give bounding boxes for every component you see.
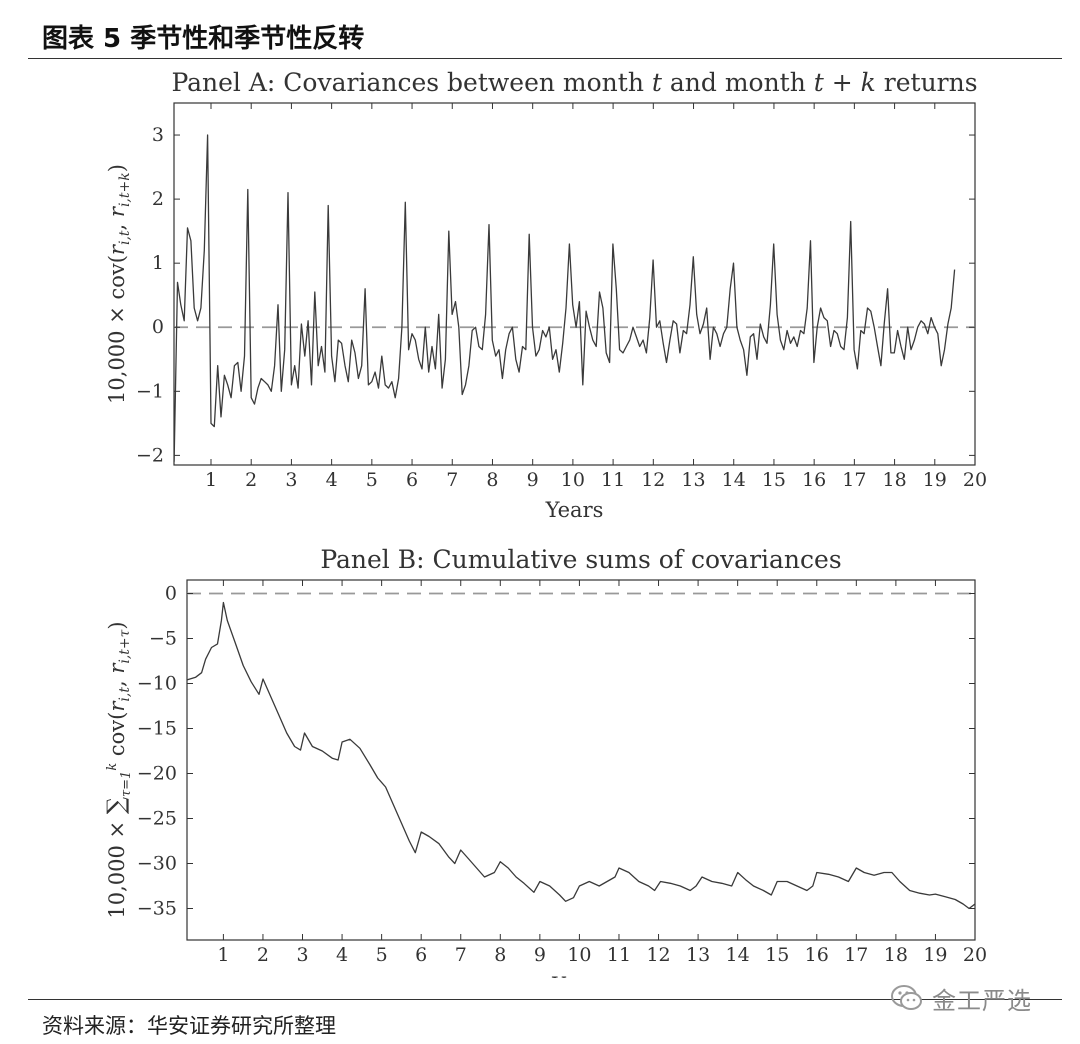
panel-b-y-tick-label: −10 [137,673,177,695]
panel-a-x-tick-label: 10 [561,469,585,491]
panel-a-x-tick-label: 19 [923,469,947,491]
panel-b-y-tick-label: −25 [137,808,177,830]
panel-a-y-tick-label: −1 [136,380,164,402]
panel-b-title: Panel B: Cumulative sums of covariances [320,545,841,574]
panel-a-x-tick-label: 8 [486,469,498,491]
panel-a-series-line [173,134,956,462]
panel-b-x-tick-label: 1 [217,944,229,966]
bottom-rule [28,999,1062,1000]
panel-a-x-tick-label: 7 [446,469,458,491]
panel-a-x-tick-label: 17 [842,469,866,491]
panel-b-y-tick-label: −30 [137,853,177,875]
panel-b-x-tick-label: 5 [376,944,388,966]
watermark: 金工严选 [890,978,1060,1018]
panel-b-x-tick-label: 17 [844,944,868,966]
panel-b-y-tick-label: −35 [137,898,177,920]
panel-a-x-tick-label: 14 [722,469,746,491]
panel-a-x-tick-label: 1 [205,469,217,491]
panel-b-x-tick-label: 14 [726,944,750,966]
panel-a-x-tick-label: 9 [527,469,539,491]
panel-a-x-tick-label: 3 [285,469,297,491]
panel-b-x-tick-label: 6 [415,944,427,966]
panel-b-x-tick-label: 3 [296,944,308,966]
source-note: 资料来源：华安证券研究所整理 [42,1014,336,1038]
panel-a-chart: Panel A: Covariances between month t and… [105,68,987,522]
panel-b-frame [186,579,976,941]
panel-a-x-tick-label: 2 [245,469,257,491]
panel-b-series-line [186,601,976,910]
panel-b-x-tick-label: 7 [455,944,467,966]
panel-b-x-tick-label: 4 [336,944,348,966]
panel-b-y-tick-label: −20 [137,763,177,785]
panel-b-y-tick-label: −15 [137,718,177,740]
panel-b-x-tick-label: 13 [686,944,710,966]
panel-a-x-tick-label: 20 [963,469,987,491]
panel-a-x-axis-label: Years [545,498,604,522]
panel-a-title: Panel A: Covariances between month t and… [171,68,977,97]
panel-a-x-tick-label: 4 [326,469,338,491]
panel-b-y-tick-label: −5 [149,628,177,650]
panel-b-x-tick-label: 18 [884,944,908,966]
panel-b-x-tick-label: 11 [607,944,631,966]
panel-a-x-tick-label: 11 [601,469,625,491]
panel-a-y-tick-label: 0 [152,316,164,338]
panel-b-x-tick-label: 15 [765,944,789,966]
panel-a-x-tick-label: 15 [762,469,786,491]
panel-b-x-axis-label: Years [551,973,610,978]
panel-a-x-tick-label: 16 [802,469,826,491]
panel-b-chart: Panel B: Cumulative sums of covariances 1… [102,545,987,978]
panel-a-x-tick-label: 12 [641,469,665,491]
panel-a-y-axis-label: 10,000 × cov(ri,t, ri,t+k) [105,164,133,404]
panel-a-y-tick-label: 1 [152,252,164,274]
panel-a-x-tick-label: 5 [366,469,378,491]
panel-a-x-tick-label: 18 [882,469,906,491]
panel-a-frame [173,102,976,466]
panel-b-x-tick-label: 19 [923,944,947,966]
panel-b-x-tick-label: 8 [494,944,506,966]
panel-b-y-axis-label: 10,000 × ∑τ=1k cov(ri,t, ri,t+τ) [102,621,134,918]
panel-b-x-tick-label: 16 [805,944,829,966]
panel-b-y-tick-label: 0 [165,583,177,605]
panel-a-y-tick-label: 2 [152,188,164,210]
panel-b-x-tick-label: 2 [257,944,269,966]
panel-b-x-tick-label: 12 [646,944,670,966]
panel-a-y-tick-label: 3 [152,124,164,146]
figure-title: 图表 5 季节性和季节性反转 [42,24,365,54]
panel-a-x-tick-label: 13 [681,469,705,491]
panel-b-x-tick-label: 10 [567,944,591,966]
panel-a-y-tick-label: −2 [136,444,164,466]
top-rule [28,58,1062,59]
panel-b-x-tick-label: 9 [534,944,546,966]
watermark-text: 金工严选 [932,986,1032,1015]
wechat-icon [891,985,922,1010]
panel-a-x-tick-label: 6 [406,469,418,491]
panel-b-x-tick-label: 20 [963,944,987,966]
